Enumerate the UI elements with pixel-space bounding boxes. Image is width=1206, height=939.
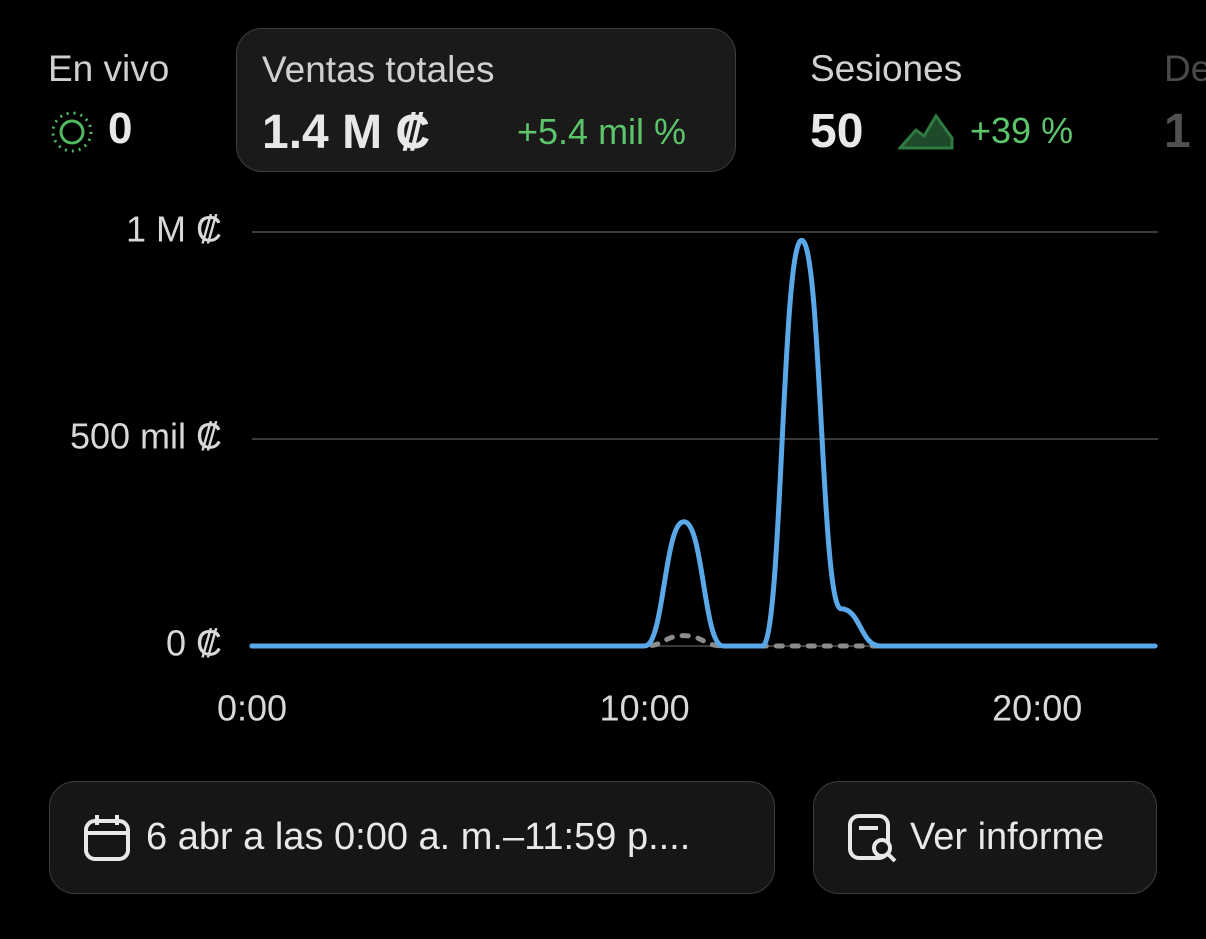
metric-sessions[interactable]: Sesiones 50 +39 % [810, 28, 1140, 172]
metric-label: De [1164, 48, 1206, 89]
metric-clipped[interactable]: De 1 [1164, 28, 1206, 172]
x-tick-label: 0:00 [217, 688, 287, 729]
y-tick-label: 1 M ₡ [126, 209, 222, 250]
metric-value: 1.4 M ₡ [262, 106, 431, 159]
metric-sales[interactable]: Ventas totales 1.4 M ₡ +5.4 mil % [236, 28, 736, 172]
metric-label: Ventas totales [262, 49, 495, 90]
metric-label: En vivo [48, 48, 170, 89]
metric-label: Sesiones [810, 48, 963, 89]
x-tick-label: 10:00 [600, 688, 690, 729]
metric-value: 0 [108, 104, 133, 153]
y-tick-label: 500 mil ₡ [70, 416, 222, 457]
metric-value: 50 [810, 105, 864, 158]
y-tick-label: 0 ₡ [166, 623, 222, 664]
sparkline-icon [898, 113, 954, 150]
chart: 0 ₡ 500 mil ₡ 1 M ₡ 0:00 10:00 20:00 [70, 209, 1158, 729]
metric-change: +39 % [970, 110, 1074, 151]
x-tick-label: 20:00 [992, 688, 1082, 729]
live-icon [51, 111, 93, 153]
report-label: Ver informe [910, 816, 1105, 858]
calendar-icon [84, 814, 130, 861]
date-range-button[interactable]: 6 abr a las 0:00 a. m.–11:59 p.... [49, 781, 775, 894]
metric-value: 1 [1164, 105, 1191, 158]
metric-live[interactable]: En vivo 0 [48, 28, 208, 172]
metric-change: +5.4 mil % [517, 111, 687, 152]
report-button[interactable]: Ver informe [813, 781, 1157, 894]
date-range-label: 6 abr a las 0:00 a. m.–11:59 p.... [146, 816, 691, 858]
series-line [249, 237, 1158, 649]
report-icon [848, 813, 897, 862]
